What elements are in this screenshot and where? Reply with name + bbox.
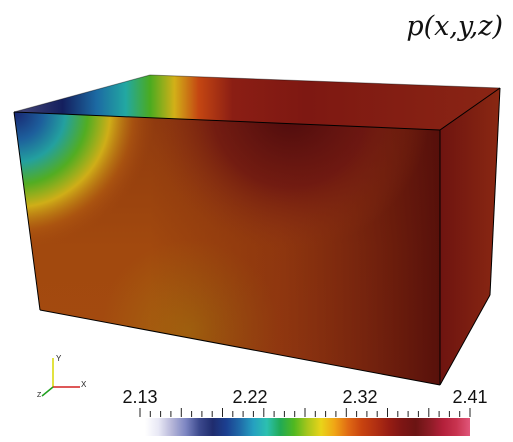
x-axis-label: X — [81, 380, 87, 389]
colorbar-tick-labels: 2.13 2.22 2.32 2.41 — [122, 387, 487, 407]
colorbar-gradient — [145, 418, 470, 436]
front-face — [14, 112, 440, 385]
orientation-axes: Y X Z — [37, 354, 87, 399]
color-bar: 2.13 2.22 2.32 2.41 — [122, 387, 488, 436]
plot-title: p(x,y,z) — [406, 11, 503, 42]
z-axis-label: Z — [37, 392, 42, 399]
box-edges — [13, 74, 501, 386]
side-face — [440, 88, 500, 385]
colorbar-ticks — [139, 408, 471, 417]
colorbar-tick-label: 2.22 — [232, 387, 267, 407]
colorbar-tick-label: 2.41 — [452, 387, 487, 407]
y-axis-label: Y — [56, 354, 62, 363]
z-axis-line — [41, 386, 54, 397]
domain-box — [13, 74, 501, 386]
colorbar-tick-label: 2.32 — [342, 387, 377, 407]
colorbar-tick-label: 2.13 — [122, 387, 157, 407]
top-face — [14, 75, 500, 130]
